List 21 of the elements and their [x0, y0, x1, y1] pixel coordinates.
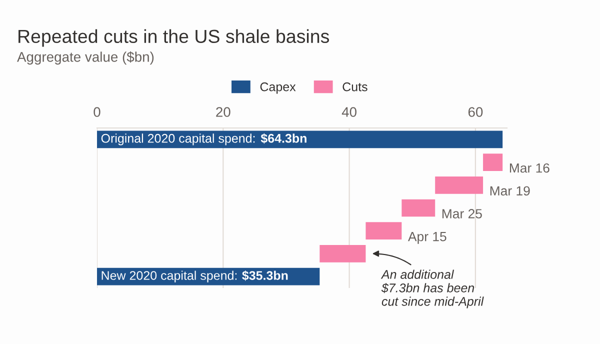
annotation: An additional $7.3bn has been cut since mid-April — [380, 270, 484, 308]
chart-subtitle: Aggregate value ($bn) — [17, 51, 154, 65]
y-tick-label: Apr 15 — [408, 232, 446, 244]
bar — [435, 176, 484, 194]
x-tick-label: 60 — [468, 107, 483, 117]
bar — [320, 245, 366, 262]
x-tick-label: 40 — [342, 107, 356, 117]
y-tick-label: Mar 25 — [442, 209, 482, 218]
y-tick-label: New 2020 capital spend: $35.3bn — [102, 270, 288, 282]
chart-title: Repeated cuts in the US shale basins — [18, 29, 330, 47]
bar — [366, 222, 402, 240]
legend-label: Capex — [260, 82, 296, 94]
y-tick-label: Original 2020 capital spend: $64.3bn — [101, 133, 306, 146]
x-tick-label: 0 — [94, 107, 100, 117]
bar — [483, 154, 503, 171]
bar — [402, 199, 436, 217]
x-tick-label: 20 — [216, 107, 230, 117]
legend-label: Cuts — [342, 82, 368, 92]
bar — [97, 130, 503, 148]
y-tick-label: Mar 16 — [510, 163, 550, 173]
y-tick-label: Mar 19 — [490, 186, 530, 196]
